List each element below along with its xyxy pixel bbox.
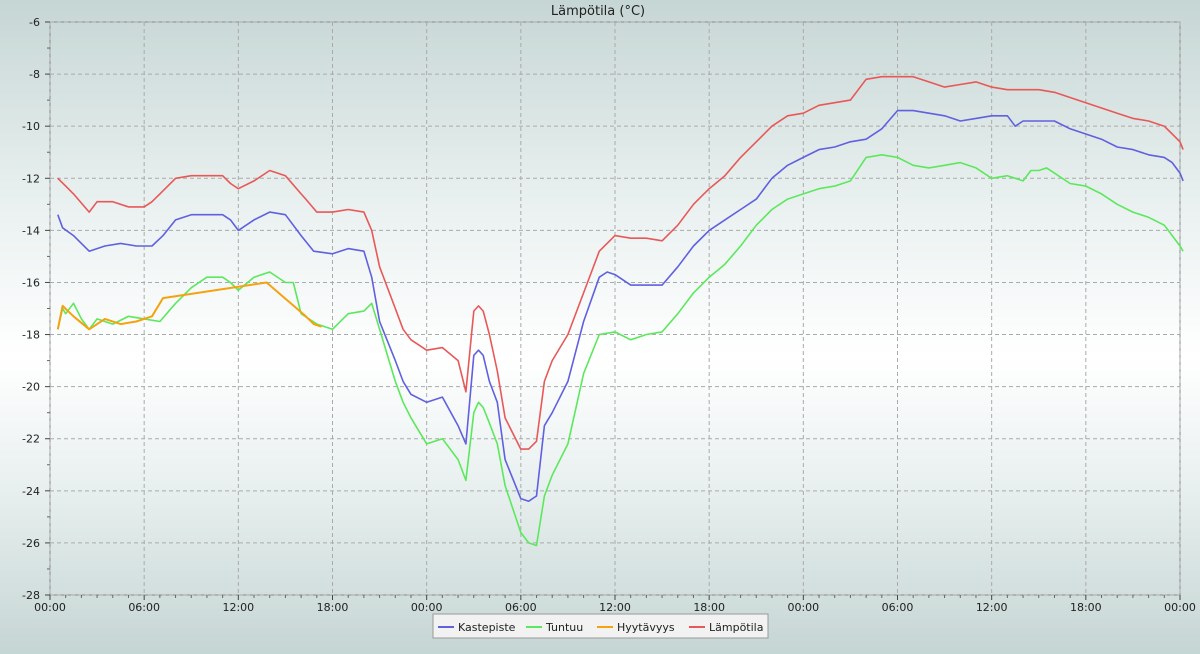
- y-tick-label: -14: [22, 224, 40, 237]
- series-line-1: [57, 154, 1184, 547]
- y-tick-label: -12: [22, 172, 40, 185]
- y-tick-label: -22: [22, 433, 40, 446]
- series-line-2: [56, 281, 322, 331]
- x-tick-label: 18:00: [693, 601, 725, 614]
- y-tick-label: -20: [22, 381, 40, 394]
- series-line-3: [57, 75, 1184, 450]
- x-tick-label: 06:00: [505, 601, 537, 614]
- x-tick-label: 06:00: [882, 601, 914, 614]
- x-tick-label: 06:00: [128, 601, 160, 614]
- legend-label-2: Hyytävyys: [617, 621, 675, 634]
- x-tick-label: 00:00: [1164, 601, 1196, 614]
- x-tick-label: 12:00: [976, 601, 1008, 614]
- y-tick-label: -6: [29, 16, 40, 29]
- x-tick-label: 00:00: [411, 601, 443, 614]
- legend-label-3: Lämpötila: [709, 621, 763, 634]
- x-tick-label: 18:00: [1070, 601, 1102, 614]
- series-layer: [56, 75, 1184, 547]
- y-tick-label: -26: [22, 537, 40, 550]
- y-tick-label: -8: [29, 68, 40, 81]
- x-tick-label: 00:00: [787, 601, 819, 614]
- legend-label-1: Tuntuu: [545, 621, 583, 634]
- legend-label-0: Kastepiste: [458, 621, 516, 634]
- x-tick-label: 12:00: [222, 601, 254, 614]
- x-tick-label: 12:00: [599, 601, 631, 614]
- legend: Kastepiste Tuntuu Hyytävyys Lämpötila: [432, 613, 769, 639]
- grid: [49, 21, 1181, 596]
- y-tick-label: -16: [22, 276, 40, 289]
- series-line-0: [57, 109, 1184, 503]
- x-tick-label: 18:00: [317, 601, 349, 614]
- y-tick-label: -24: [22, 485, 40, 498]
- x-tick-label: 00:00: [34, 601, 66, 614]
- y-tick-label: -28: [22, 589, 40, 602]
- chart-title: Lämpötila (°C): [551, 4, 645, 19]
- y-tick-label: -18: [22, 329, 40, 342]
- y-tick-label: -10: [22, 120, 40, 133]
